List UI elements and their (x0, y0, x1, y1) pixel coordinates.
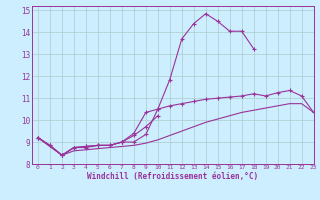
X-axis label: Windchill (Refroidissement éolien,°C): Windchill (Refroidissement éolien,°C) (87, 172, 258, 181)
